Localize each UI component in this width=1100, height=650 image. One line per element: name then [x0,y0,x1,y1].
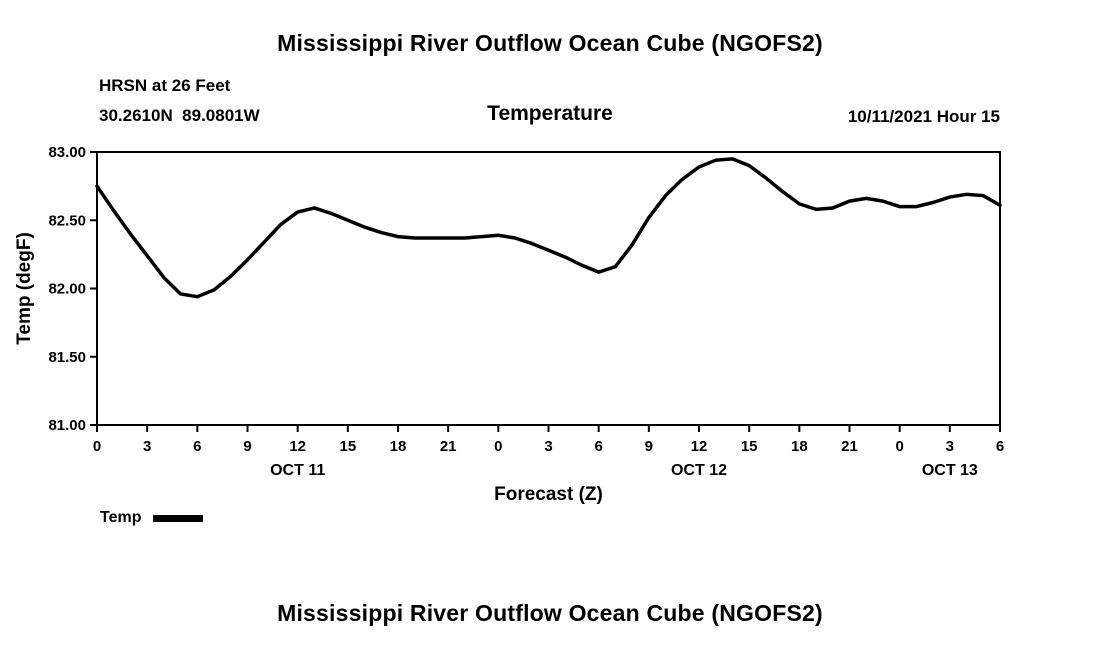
station-label: HRSN at 26 Feet [99,76,231,95]
x-day-label: OCT 11 [270,462,325,479]
x-tick-label: 9 [243,438,251,455]
chart-legend: Temp [100,509,204,527]
x-tick-label: 9 [645,438,653,455]
x-tick-label: 3 [544,438,552,455]
legend-label: Temp [100,509,142,526]
x-tick-label: 15 [741,438,758,455]
x-tick-label: 21 [440,438,457,455]
x-tick-label: 21 [841,438,858,455]
x-day-label: OCT 12 [671,462,727,479]
x-tick-label: 18 [791,438,808,455]
x-tick-label: 15 [339,438,356,455]
y-tick-label: 82.50 [48,212,86,229]
chart-title: Temperature [487,102,613,125]
footer-title: Mississippi River Outflow Ocean Cube (NG… [277,600,823,626]
y-axis-title: Temp (degF) [14,232,35,345]
x-tick-label: 0 [93,438,101,455]
y-tick-label: 83.00 [48,144,86,161]
x-tick-label: 6 [996,438,1004,455]
x-tick-label: 3 [946,438,954,455]
run-time-label: 10/11/2021 Hour 15 [847,107,1000,126]
y-tick-label: 81.00 [48,417,86,434]
x-tick-label: 6 [594,438,602,455]
y-tick-label: 82.00 [48,281,86,298]
x-day-label: OCT 13 [922,462,978,479]
x-tick-label: 12 [691,438,708,455]
x-tick-label: 12 [289,438,306,455]
x-tick-label: 3 [143,438,151,455]
plot-border [96,151,1001,426]
x-tick-label: 0 [494,438,502,455]
temp-series-line [95,157,1002,299]
x-tick-label: 6 [193,438,201,455]
x-tick-label: 0 [895,438,903,455]
x-tick-label: 18 [390,438,407,455]
page-title: Mississippi River Outflow Ocean Cube (NG… [277,30,823,56]
legend-line-swatch [153,514,204,522]
x-axis-title: Forecast (Z) [494,484,603,505]
y-tick-label: 81.50 [48,349,86,366]
coordinates-label: 30.2610N 89.0801W [99,106,260,125]
